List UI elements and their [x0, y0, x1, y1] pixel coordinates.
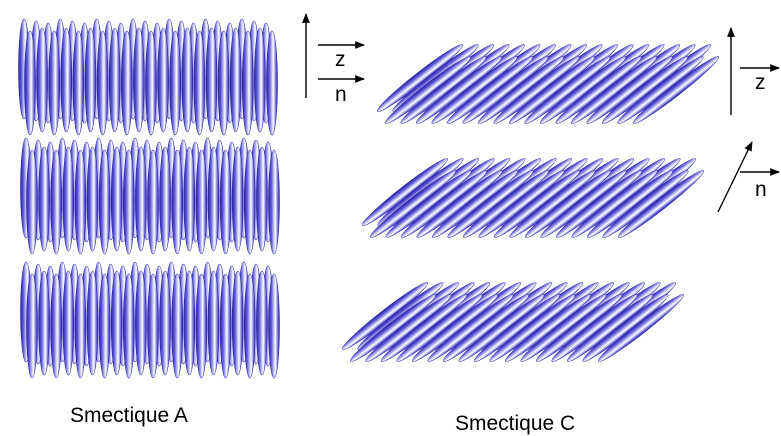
molecule — [195, 149, 208, 255]
molecule — [145, 30, 157, 136]
molecule — [244, 149, 256, 255]
molecule — [169, 30, 181, 136]
smectic-c-axes: z n — [717, 27, 780, 213]
molecule — [74, 273, 87, 379]
molecule — [183, 146, 196, 252]
smectic-c-caption: Smectique C — [455, 412, 576, 435]
molecule — [598, 294, 684, 362]
molecule — [171, 149, 183, 255]
molecule — [135, 146, 147, 252]
n-label: n — [335, 83, 347, 106]
molecule — [181, 27, 194, 133]
n-label: n — [755, 178, 767, 201]
molecule — [98, 149, 111, 255]
molecule — [123, 149, 135, 255]
molecule — [256, 270, 268, 376]
molecule — [207, 270, 220, 376]
molecule — [195, 273, 208, 379]
molecule — [108, 27, 121, 133]
molecule — [98, 273, 111, 379]
molecule — [217, 30, 230, 136]
molecule — [171, 273, 183, 379]
molecule — [147, 273, 159, 379]
molecule — [231, 270, 244, 376]
director-arrow — [717, 141, 753, 213]
molecule — [159, 146, 171, 252]
molecule — [38, 146, 50, 252]
molecule — [147, 149, 159, 255]
molecule — [133, 27, 145, 133]
smectic-c-molecules — [342, 44, 719, 362]
molecule — [84, 27, 97, 133]
molecule — [183, 270, 196, 376]
molecule — [254, 27, 266, 133]
molecule — [26, 149, 38, 255]
molecule — [268, 149, 280, 255]
molecule — [205, 27, 218, 133]
smectic-a-molecules — [18, 18, 280, 379]
smectic-a-caption: Smectique A — [70, 404, 188, 427]
molecule — [24, 30, 36, 136]
molecule — [121, 30, 133, 136]
molecule — [86, 270, 99, 376]
molecule — [231, 146, 244, 252]
molecule — [242, 30, 254, 136]
molecule — [244, 273, 256, 379]
molecule — [135, 270, 147, 376]
molecule — [48, 30, 61, 136]
molecule — [86, 146, 99, 252]
molecule — [72, 30, 85, 136]
molecule — [633, 56, 719, 124]
molecule — [219, 149, 232, 255]
molecule — [96, 30, 109, 136]
molecule — [74, 149, 87, 255]
smectic-a-axes: z n — [302, 13, 365, 106]
molecule — [62, 146, 75, 252]
molecule — [123, 273, 135, 379]
molecule — [159, 270, 171, 376]
molecule — [256, 146, 268, 252]
z-label: z — [335, 48, 346, 71]
molecule — [219, 273, 232, 379]
molecule — [50, 149, 63, 255]
molecule — [110, 146, 123, 252]
molecule — [268, 273, 280, 379]
molecule — [60, 27, 73, 133]
molecule — [157, 27, 169, 133]
z-label: z — [755, 71, 766, 94]
molecule — [36, 27, 48, 133]
molecule — [110, 270, 123, 376]
molecule — [229, 27, 242, 133]
molecule — [38, 270, 50, 376]
molecule — [26, 273, 38, 379]
molecule — [193, 30, 206, 136]
molecule — [50, 273, 63, 379]
molecule — [618, 170, 704, 238]
molecule — [62, 270, 75, 376]
molecule — [266, 30, 278, 136]
molecule — [207, 146, 220, 252]
